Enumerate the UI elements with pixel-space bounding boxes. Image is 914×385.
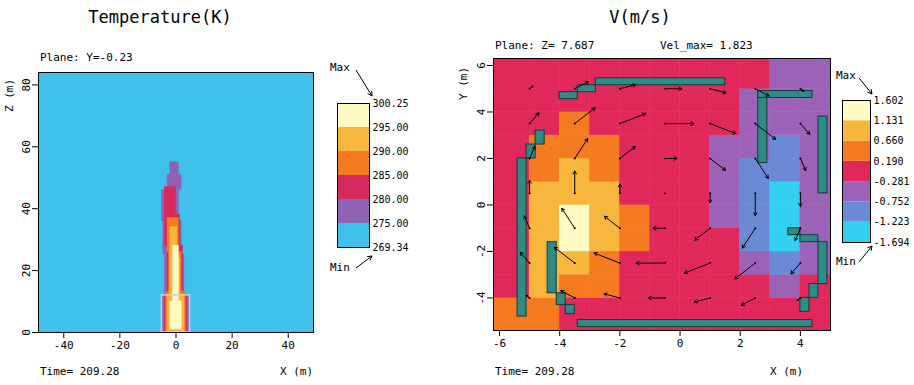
svg-text:-40: -40 (54, 339, 74, 352)
svg-text:269.34: 269.34 (373, 242, 409, 253)
svg-text:80: 80 (20, 78, 33, 91)
html-text:Y (m): Y (m) (457, 66, 470, 100)
svg-text:0.660: 0.660 (874, 135, 904, 146)
html-text:Plane: Y=-0.23: Plane: Y=-0.23 (40, 51, 133, 64)
svg-text:60: 60 (20, 140, 33, 153)
svg-text:0: 0 (173, 339, 180, 352)
svg-text:1.602: 1.602 (874, 95, 904, 106)
html-text:Max: Max (836, 69, 856, 82)
svg-text:2: 2 (737, 337, 744, 350)
html-text:Plane: Z= 7.687: Plane: Z= 7.687 (495, 39, 595, 52)
svg-text:0: 0 (677, 337, 684, 350)
svg-text:300.25: 300.25 (373, 98, 409, 109)
svg-text:-20: -20 (110, 339, 130, 352)
svg-text:0: 0 (20, 329, 33, 336)
html-text:Time= 209.28: Time= 209.28 (495, 365, 575, 378)
html-text:X (m): X (m) (280, 365, 314, 378)
html-text:Max: Max (330, 61, 350, 74)
svg-text:-0.752: -0.752 (874, 196, 910, 207)
html-text:X (m): X (m) (770, 365, 804, 378)
svg-text:2: 2 (475, 155, 488, 162)
svg-text:0.190: 0.190 (874, 156, 904, 167)
svg-text:-2: -2 (475, 245, 488, 258)
svg-text:0: 0 (475, 202, 488, 209)
svg-text:-4: -4 (475, 291, 488, 305)
svg-text:275.00: 275.00 (373, 218, 409, 229)
svg-text:-1.694: -1.694 (874, 237, 910, 248)
svg-text:40: 40 (282, 339, 295, 352)
svg-text:1.131: 1.131 (874, 115, 904, 126)
html-text:Vel_max= 1.823: Vel_max= 1.823 (660, 39, 753, 52)
svg-text:-4: -4 (553, 337, 567, 350)
svg-text:4: 4 (797, 337, 804, 350)
svg-text:-6: -6 (493, 337, 506, 350)
html-text:Min: Min (836, 255, 856, 268)
html-text:Z (m): Z (m) (3, 78, 16, 112)
svg-text:-1.223: -1.223 (874, 216, 910, 227)
svg-text:20: 20 (225, 339, 238, 352)
svg-text:285.00: 285.00 (373, 170, 409, 181)
svg-text:-0.281: -0.281 (874, 176, 910, 187)
svg-text:6: 6 (475, 62, 488, 69)
html-text:Time= 209.28: Time= 209.28 (40, 365, 120, 378)
svg-text:295.00: 295.00 (373, 122, 409, 133)
svg-text:280.00: 280.00 (373, 194, 409, 205)
svg-text:40: 40 (20, 202, 33, 215)
svg-text:4: 4 (475, 108, 488, 115)
svg-text:290.00: 290.00 (373, 146, 409, 157)
svg-text:20: 20 (20, 264, 33, 277)
html-text:V(m/s): V(m/s) (609, 7, 671, 27)
svg-text:-2: -2 (613, 337, 626, 350)
html-text:Temperature(K): Temperature(K) (88, 7, 232, 27)
html-text:Min: Min (330, 261, 350, 274)
